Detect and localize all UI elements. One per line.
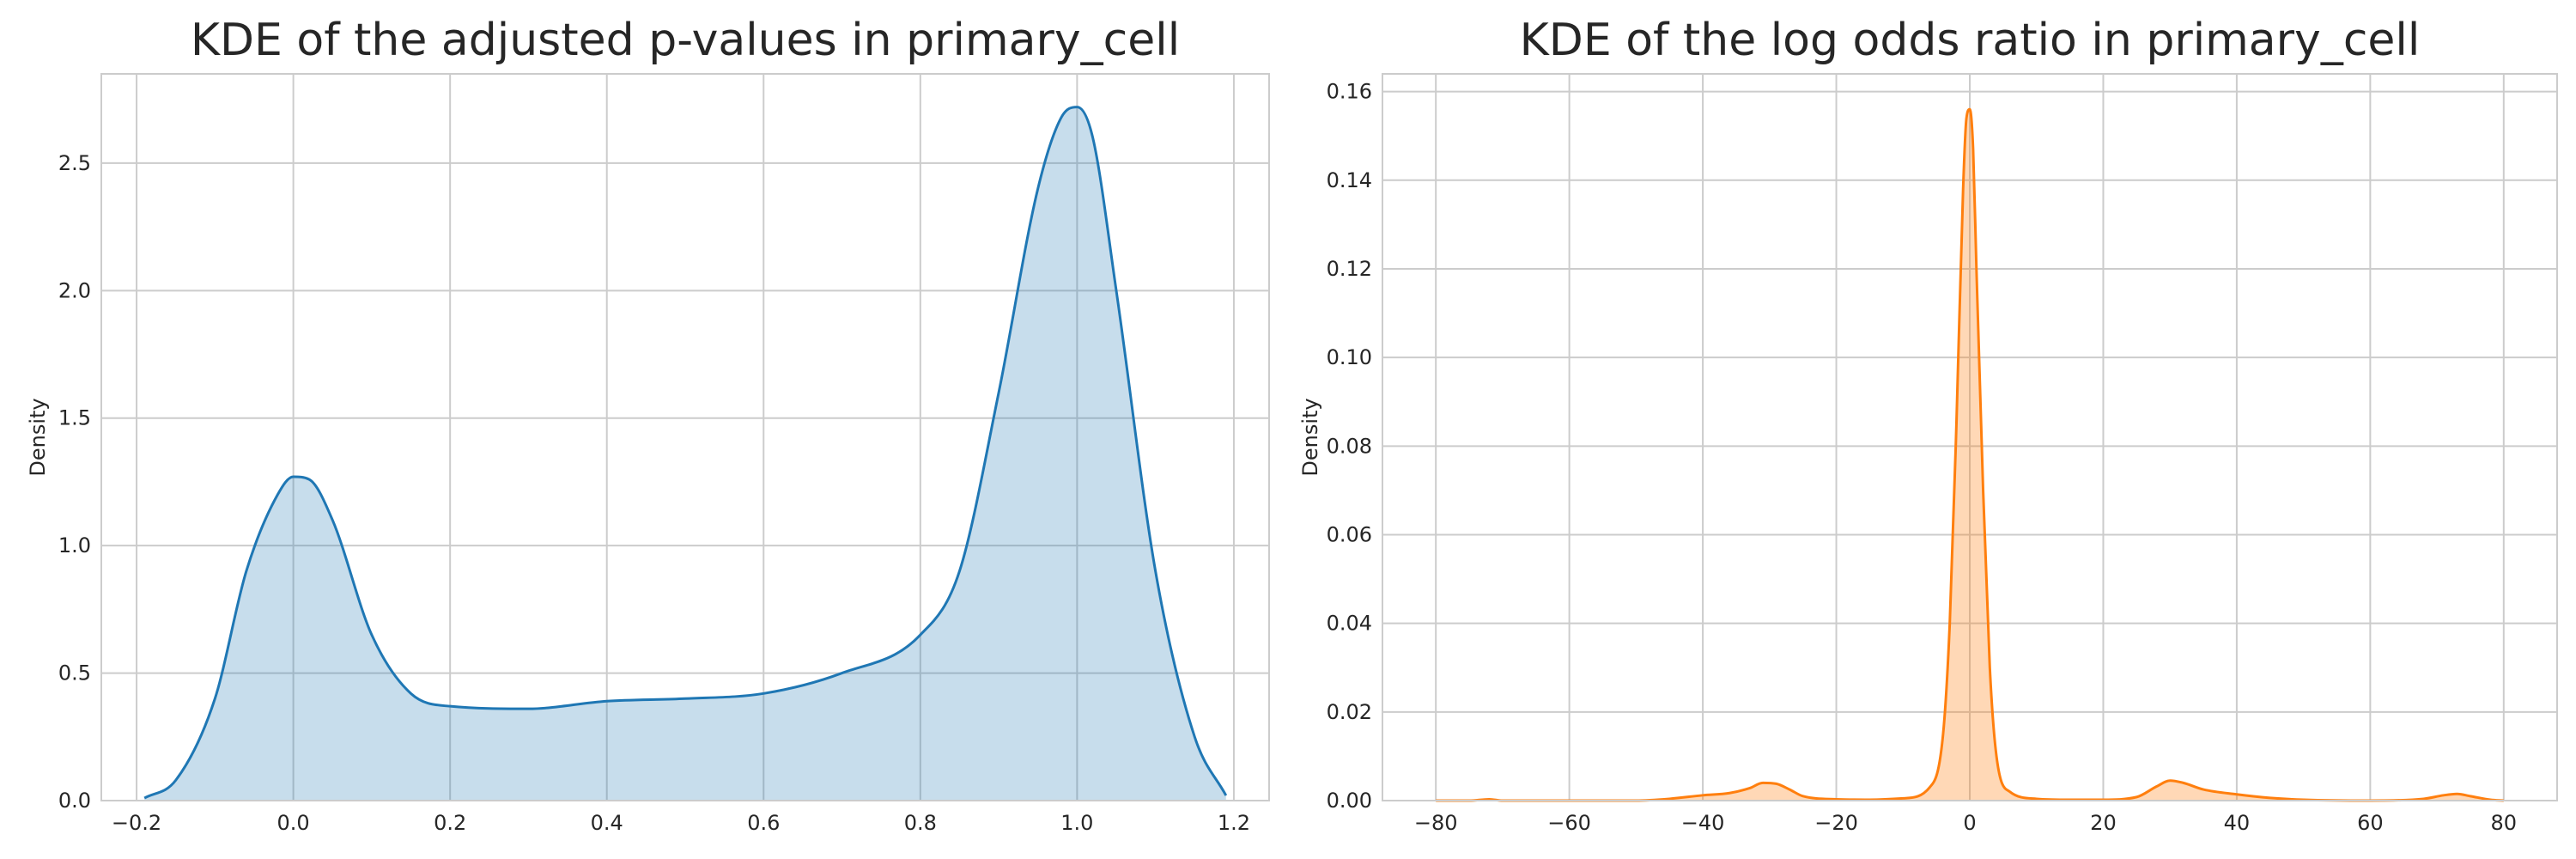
axes-frame: [100, 73, 1270, 801]
y-tick-label: 0.08: [1327, 434, 1372, 458]
y-tick-label: 0.10: [1327, 345, 1372, 369]
x-tick-label: 20: [2090, 811, 2117, 835]
x-tick-label: 0.2: [434, 811, 466, 835]
x-tick-label: −80: [1414, 811, 1458, 835]
axes-frame: [1382, 73, 2558, 801]
y-tick-label: 0.12: [1327, 257, 1372, 281]
y-tick-label: 1.0: [58, 533, 91, 557]
x-tick-label: −0.2: [112, 811, 161, 835]
x-tick-label: 0.8: [904, 811, 937, 835]
y-tick-label: 0.04: [1327, 612, 1372, 636]
chart-title: KDE of the adjusted p-values in primary_…: [191, 15, 1180, 66]
y-tick-label: 0.0: [58, 789, 91, 813]
y-tick-label: 0.16: [1327, 80, 1372, 104]
kde-line: [143, 106, 1228, 800]
x-tick-label: 0.0: [277, 811, 310, 835]
x-tick-label: 40: [2224, 811, 2251, 835]
y-axis-label: Density: [1298, 398, 1322, 476]
chart-adjusted-p-values: −0.2 0.0 0.2 0.4 0.6 0.8 1.0 1.2 0.0 0.5 1.0 1.5 2.0…: [26, 15, 1270, 835]
x-tick-label: 0: [1963, 811, 1976, 835]
x-tick-label: 0.4: [591, 811, 623, 835]
x-tick-label: 1.2: [1218, 811, 1250, 835]
x-tick-label: −40: [1681, 811, 1725, 835]
x-tick-label: 0.6: [747, 811, 780, 835]
chart-title: KDE of the log odds ratio in primary_cel…: [1520, 15, 2421, 66]
y-axis-label: Density: [26, 398, 50, 476]
x-tick-label: 80: [2491, 811, 2518, 835]
y-tick-label: 1.5: [58, 406, 91, 430]
y-tick-label: 2.5: [58, 151, 91, 175]
y-tick-label: 0.14: [1327, 168, 1372, 192]
x-tick-label: −60: [1547, 811, 1591, 835]
kde-area: [1436, 109, 2504, 801]
x-tick-label: 1.0: [1060, 811, 1093, 835]
y-tick-label: 0.5: [58, 661, 91, 685]
y-tick-label: 0.02: [1327, 700, 1372, 724]
kde-line: [1436, 107, 2504, 802]
y-tick-label: 2.0: [58, 278, 91, 302]
x-tick-label: 60: [2357, 811, 2384, 835]
y-tick-label: 0.06: [1327, 522, 1372, 546]
y-tick-label: 0.00: [1327, 789, 1372, 813]
chart-log-odds-ratio: −80 −60 −40 −20 0 20 40 60 80 0.00 0.02 0.04 0.06 0.0…: [1298, 15, 2558, 835]
x-tick-label: −20: [1814, 811, 1858, 835]
kde-area: [144, 107, 1226, 801]
